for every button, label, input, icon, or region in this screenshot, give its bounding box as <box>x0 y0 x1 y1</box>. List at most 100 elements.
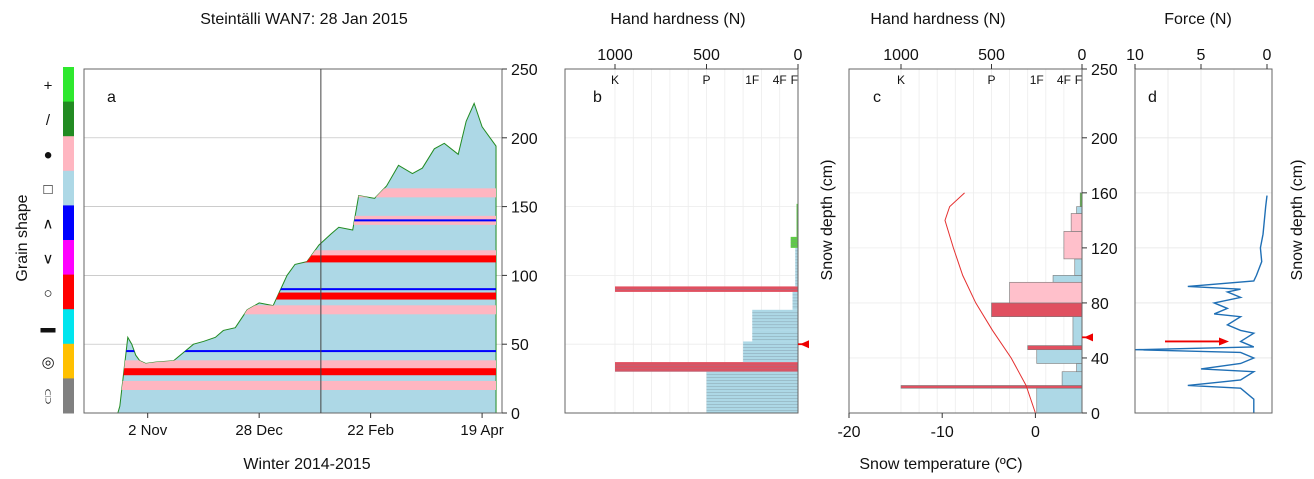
legend-symbol: ∧ <box>43 216 54 233</box>
hardness-layer-bar <box>1036 349 1083 364</box>
hand-hardness-label: 4F <box>773 73 787 87</box>
hardness-layer-bar <box>1076 206 1083 214</box>
temperature-tick-label: 0 <box>1031 424 1040 441</box>
legend-symbol: ∨ <box>43 250 54 267</box>
panel-c-top-axis: 1000 500 0 <box>883 47 1087 69</box>
hardness-layer-bar <box>900 385 1083 389</box>
hardness-layer-bar <box>1027 345 1083 351</box>
hardness-layer-bar <box>1052 275 1083 283</box>
temperature-profile-line <box>944 192 1036 414</box>
panel-a-x-ticks: 2 Nov 28 Dec 22 Feb 19 Apr <box>128 413 504 439</box>
panel-d-top-axis: 10 5 0 <box>1126 47 1272 69</box>
hand-hardness-label: P <box>987 73 995 87</box>
depth-tick-label: 80 <box>1091 296 1109 313</box>
legend-swatch <box>63 343 74 379</box>
panel-b-title: Hand hardness (N) <box>610 11 745 28</box>
snowpack-layer-band <box>84 255 497 263</box>
legend-symbol: + <box>44 77 53 94</box>
panel-c-temperature-axis: -20 -10 0 <box>837 413 1040 441</box>
hardness-layer-bar <box>752 330 798 342</box>
snowpack-area <box>84 102 497 414</box>
legend-symbol: ▬ <box>41 320 56 337</box>
panel-b-weak-layer-arrow <box>798 340 809 349</box>
panel-b-frame <box>564 68 799 414</box>
panel-c-plot-area <box>849 69 1083 414</box>
legend-swatch <box>63 378 74 414</box>
snowpack-layer-band <box>84 219 497 222</box>
panel-c-weak-layer-arrow <box>1082 333 1093 342</box>
snowpack-layer-band <box>84 305 497 315</box>
depth-tick-label: 120 <box>1091 241 1118 258</box>
panel-d-ylabel: Snow depth (cm) <box>1289 160 1306 281</box>
legend-swatch <box>63 274 74 310</box>
depth-tick-label: 40 <box>1091 351 1109 368</box>
panel-b-plot-area <box>565 69 799 413</box>
panel-c-ylabel: Snow depth (cm) <box>819 160 836 281</box>
hand-hardness-label: 4F <box>1057 73 1071 87</box>
panel-a-frame <box>83 68 503 414</box>
panel-a-x-tick-label: 19 Apr <box>460 422 503 439</box>
hardness-layer-bar <box>1063 231 1083 260</box>
panel-a-y-tick-label: 250 <box>511 62 538 79</box>
hardness-layer-bar <box>1036 387 1083 414</box>
panel-a-x-tick-label: 2 Nov <box>128 422 168 439</box>
hardness-top-tick-label: 500 <box>693 47 720 64</box>
legend-symbol: ⩉ <box>45 389 52 406</box>
legend-swatch <box>63 67 74 103</box>
panel-c-title: Hand hardness (N) <box>870 11 1005 28</box>
hardness-layer-bar <box>1009 281 1083 304</box>
panel-b-top-axis: 1000 500 0 <box>597 47 803 69</box>
panel-a-y-tick-label: 0 <box>511 406 520 423</box>
force-top-tick-label: 5 <box>1197 47 1206 64</box>
panel-a-title: Steintälli WAN7: 28 Jan 2015 <box>200 11 408 28</box>
panel-a-y-ticks: 0 50 100 150 200 250 <box>502 62 538 423</box>
panel-a-xlabel: Winter 2014-2015 <box>243 456 370 473</box>
snowpack-layer-band <box>84 350 497 353</box>
legend-swatch <box>63 205 74 241</box>
panel-c-letter: c <box>873 89 881 106</box>
depth-tick-label: 160 <box>1091 186 1118 203</box>
legend-symbol: ○ <box>43 285 52 302</box>
weak-layer-arrow-head <box>800 340 809 349</box>
hardness-layer-bar <box>743 341 798 363</box>
legend-swatch <box>63 136 74 172</box>
legend-swatch <box>63 170 74 206</box>
panel-b-letter: b <box>593 89 602 106</box>
panel-b: b 1000 500 0 K P 1F 4F F <box>564 47 809 414</box>
force-top-tick-label: 0 <box>1263 47 1272 64</box>
hardness-layer-bar <box>706 371 798 413</box>
panel-a-y-tick-label: 150 <box>511 200 538 217</box>
depth-tick-label: 0 <box>1091 406 1100 423</box>
panel-c-hardness-labels: K P 1F 4F F <box>897 73 1082 87</box>
panel-c: c 1000 500 0 -20 -10 0 0 40 80 120 160 200 250 K P 1… <box>837 47 1117 441</box>
panel-b-hardness-labels: K P 1F 4F F <box>611 73 798 87</box>
panel-a-letter: a <box>107 89 116 106</box>
legend-symbol: ● <box>43 147 52 164</box>
hardness-layer-bar <box>752 309 798 331</box>
hand-hardness-label: P <box>702 73 710 87</box>
hardness-layer-bar <box>1076 363 1083 373</box>
hand-hardness-label: F <box>791 73 798 87</box>
hardness-layer-bar <box>1072 316 1083 346</box>
snowpack-layer-band <box>84 380 497 390</box>
hardness-layer-bar <box>1070 213 1083 232</box>
panel-a-y-tick-label: 50 <box>511 337 529 354</box>
legend-swatch <box>63 309 74 345</box>
legend-swatch <box>63 101 74 137</box>
hardness-top-tick-label: 0 <box>1078 47 1087 64</box>
hardness-layer-bar <box>790 236 798 248</box>
panel-c-depth-axis: 0 40 80 120 160 200 250 <box>1082 62 1118 423</box>
hardness-layer-bar <box>1061 371 1083 386</box>
hardness-top-tick-label: 0 <box>794 47 803 64</box>
panel-d-letter: d <box>1148 89 1157 106</box>
panel-d: d 10 5 0 <box>1126 47 1273 414</box>
legend-symbol: / <box>46 112 51 129</box>
hardness-top-tick-label: 500 <box>978 47 1005 64</box>
hardness-top-tick-label: 1000 <box>597 47 633 64</box>
temperature-tick-label: -20 <box>837 424 860 441</box>
legend-symbol: □ <box>43 181 52 198</box>
weak-layer-arrow-head <box>1084 333 1093 342</box>
panel-d-weak-layer-arrow <box>1165 337 1229 346</box>
hardness-layer-bar <box>991 302 1083 317</box>
